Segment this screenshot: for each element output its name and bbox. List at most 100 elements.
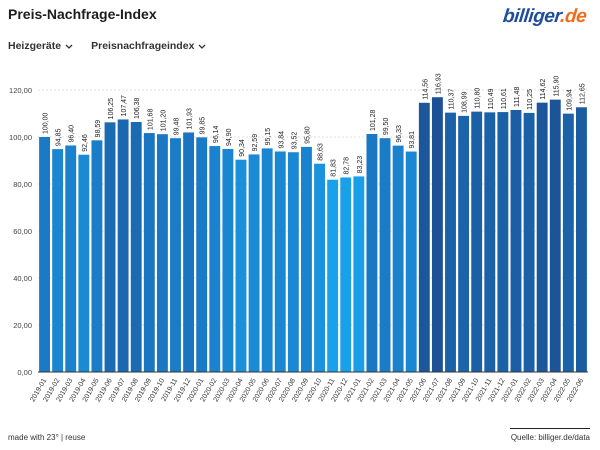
bar [170, 138, 181, 372]
bar-value-label: 110,61 [501, 88, 508, 109]
bar [523, 112, 535, 372]
y-tick-label: 80,00 [13, 180, 32, 189]
bar-value-label: 99,48 [174, 118, 181, 136]
metric-dropdown-label: Preisnachfrageindex [91, 40, 195, 52]
bar [235, 159, 247, 372]
chevron-down-icon [65, 44, 73, 49]
bar-value-label: 107,47 [121, 95, 128, 117]
bar [431, 97, 443, 372]
bar-value-label: 93,84 [278, 131, 285, 149]
bar-value-label: 94,85 [56, 128, 63, 146]
bar-value-label: 98,59 [95, 120, 102, 138]
footer-credit[interactable]: made with 23° | reuse [8, 433, 86, 442]
bar-value-label: 114,62 [540, 79, 547, 100]
bar [497, 112, 509, 372]
bar [248, 154, 260, 372]
bar-value-label: 110,37 [449, 89, 456, 110]
bar-value-label: 88,63 [318, 143, 325, 161]
bar [562, 113, 574, 373]
bar-value-label: 115,90 [553, 76, 560, 97]
bar [576, 107, 587, 373]
bar-value-label: 94,90 [226, 128, 233, 146]
bar-value-label: 114,56 [422, 79, 429, 100]
y-tick-label: 0,00 [17, 368, 32, 377]
bar-value-label: 95,80 [304, 126, 311, 144]
bar [418, 102, 430, 372]
bar-value-label: 81,83 [331, 159, 338, 177]
bar [301, 146, 312, 372]
bar [209, 146, 221, 372]
bar-value-label: 96,14 [213, 125, 220, 143]
bar-value-label: 106,38 [134, 97, 141, 119]
logo-suffix: .de [558, 6, 588, 27]
bar-value-label: 108,99 [462, 91, 469, 113]
bar-value-label: 101,20 [160, 110, 167, 132]
bar [484, 112, 496, 372]
brand-logo[interactable]: billiger.de [501, 6, 588, 28]
bar [52, 149, 64, 372]
category-dropdown[interactable]: Heizgeräte [8, 40, 73, 52]
bar [536, 102, 548, 372]
bar [130, 122, 142, 372]
bar [222, 148, 234, 372]
metric-dropdown[interactable]: Preisnachfrageindex [91, 40, 206, 52]
category-dropdown-label: Heizgeräte [8, 40, 62, 52]
bar [327, 179, 339, 372]
chevron-down-icon [198, 44, 206, 49]
bar-value-label: 96,33 [396, 125, 403, 143]
y-tick-label: 20,00 [13, 321, 32, 330]
bar [353, 176, 365, 372]
bar-chart: 0,00 20,00 40,00 60,00 80,00 100,00 120,00 100,… [9, 73, 588, 403]
bar [183, 132, 195, 372]
bar-value-label: 99,50 [383, 118, 390, 136]
bar-value-label: 96,40 [69, 125, 76, 143]
bar-value-label: 106,25 [108, 98, 115, 120]
bar-value-label: 99,85 [200, 117, 207, 135]
bar-value-label: 110,80 [475, 88, 482, 109]
bar-value-label: 90,34 [239, 139, 246, 157]
y-tick-label: 60,00 [13, 227, 32, 236]
bar [458, 115, 470, 372]
bar [340, 177, 352, 372]
bar-value-label: 92,46 [82, 134, 89, 152]
bar-value-label: 110,25 [527, 89, 534, 110]
bar [445, 112, 456, 373]
bar-value-label: 95,15 [265, 128, 272, 146]
bar-value-label: 93,81 [409, 131, 416, 149]
bar-value-label: 93,52 [291, 132, 298, 150]
bar [366, 133, 378, 372]
y-tick-label: 100,00 [9, 133, 32, 142]
bar [78, 154, 90, 372]
bar [261, 148, 273, 372]
bar [117, 119, 129, 372]
bar [91, 140, 103, 372]
bar [379, 138, 391, 372]
bar-value-label: 109,94 [566, 89, 573, 111]
y-tick-label: 40,00 [13, 274, 32, 283]
bar [65, 145, 77, 372]
y-tick-label: 120,00 [9, 86, 32, 95]
bar [287, 152, 299, 372]
bar [39, 137, 50, 372]
bar-value-label: 100,00 [43, 112, 50, 134]
logo-text: billiger [501, 6, 562, 27]
bar [549, 99, 561, 372]
bar-value-label: 116,93 [435, 73, 442, 94]
bar-value-label: 92,59 [252, 134, 259, 152]
bar-value-label: 101,93 [187, 108, 194, 130]
bar-value-label: 101,28 [370, 109, 377, 131]
filter-bar: Heizgeräte Preisnachfrageindex [8, 40, 206, 52]
bar-value-label: 83,23 [357, 156, 364, 174]
bar-value-label: 101,68 [147, 109, 154, 131]
bar [196, 137, 208, 372]
bar-value-label: 112,65 [579, 83, 586, 104]
bar-value-label: 111,48 [514, 87, 521, 107]
chart-title: Preis-Nachfrage-Index [8, 6, 157, 22]
bar-value-label: 110,49 [488, 88, 495, 109]
footer-source: Quelle: billiger.de/data [510, 433, 590, 442]
bar [314, 163, 325, 372]
bar [143, 133, 155, 372]
bar-value-label: 82,78 [344, 157, 351, 175]
bar [405, 151, 417, 372]
bar [471, 111, 483, 372]
